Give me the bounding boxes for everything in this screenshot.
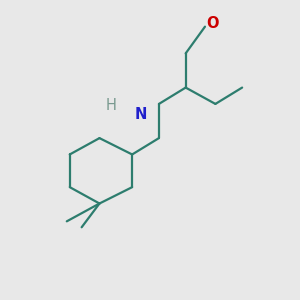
Text: H: H [106,98,117,113]
Text: O: O [206,16,219,31]
Text: N: N [134,107,147,122]
